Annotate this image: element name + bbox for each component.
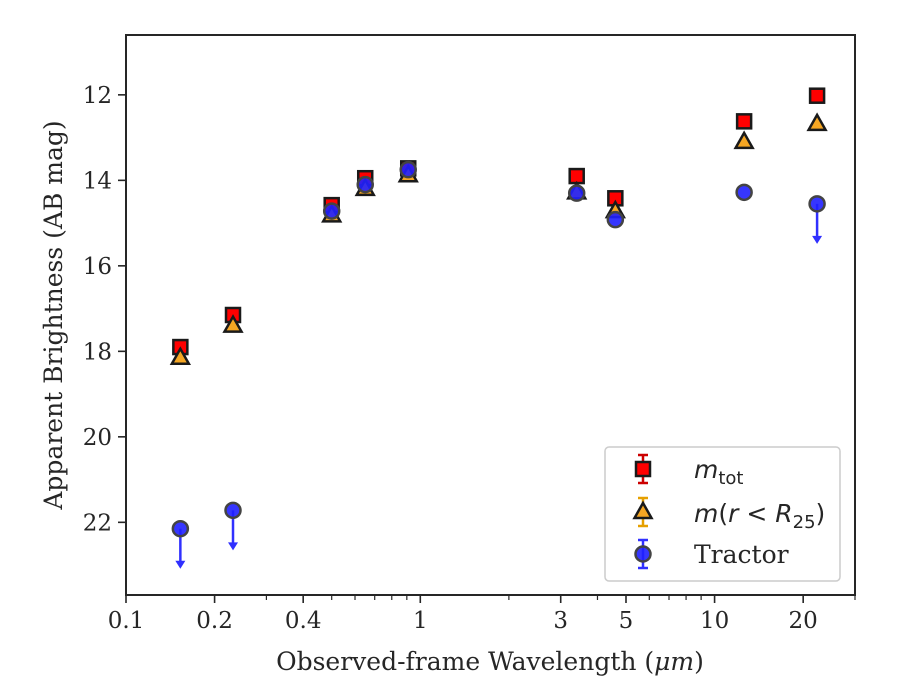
y-tick-label: 20: [83, 425, 112, 451]
x-tick-label: 1: [413, 608, 428, 634]
legend-entry-tractor: Tractor: [694, 540, 789, 569]
axis-ticks: 0.1 0.2 0.4 1 3 5 10 20 12 14 16 18 20 22: [83, 83, 856, 634]
y-axis-label: Apparent Brightness (AB mag): [39, 120, 68, 510]
data-point-triangle: [733, 130, 755, 150]
legend-box: [604, 446, 841, 582]
y-tick-label: 18: [83, 339, 112, 365]
data-markers: [169, 87, 828, 538]
x-tick-label: 5: [619, 608, 634, 634]
legend-marker-circle: [634, 545, 652, 563]
x-tick-label: 10: [700, 608, 729, 634]
data-point-circle: [356, 175, 374, 194]
legend-marker-square: [634, 460, 652, 478]
x-axis-label: Observed-frame Wavelength (μm): [276, 647, 704, 676]
data-point-circle: [567, 184, 586, 202]
x-tick-label: 20: [789, 608, 818, 634]
y-tick-label: 16: [83, 254, 112, 280]
data-point-square: [808, 87, 826, 104]
data-point-circle: [399, 160, 417, 179]
data-point-square: [735, 113, 753, 130]
data-point-circle: [606, 210, 625, 229]
data-point-triangle: [222, 314, 244, 333]
y-tick-label: 12: [83, 83, 112, 109]
y-tick-label: 14: [83, 168, 112, 194]
legend: mtot m(r < R25) Tractor: [604, 446, 841, 582]
x-tick-label: 0.4: [285, 608, 322, 634]
x-tick-label: 3: [553, 608, 568, 634]
data-point-circle: [171, 519, 190, 538]
x-tick-label: 0.1: [108, 608, 145, 634]
legend-marker-triangle: [632, 500, 654, 520]
legend-entry-m-tot: mtot: [694, 455, 744, 489]
data-point-circle: [808, 195, 826, 213]
x-tick-label: 0.2: [196, 608, 233, 634]
y-tick-label: 22: [83, 510, 112, 536]
upper-limit-arrowhead: [175, 560, 186, 569]
upper-limit-arrowhead: [812, 235, 823, 244]
data-point-circle: [224, 501, 242, 520]
data-point-circle: [322, 202, 341, 220]
data-point-triangle: [169, 346, 191, 365]
legend-entry-m-r-r25: m(r < R25): [694, 499, 825, 533]
upper-limit-arrowhead: [228, 542, 239, 551]
data-point-triangle: [806, 112, 828, 132]
data-point-circle: [735, 183, 753, 202]
